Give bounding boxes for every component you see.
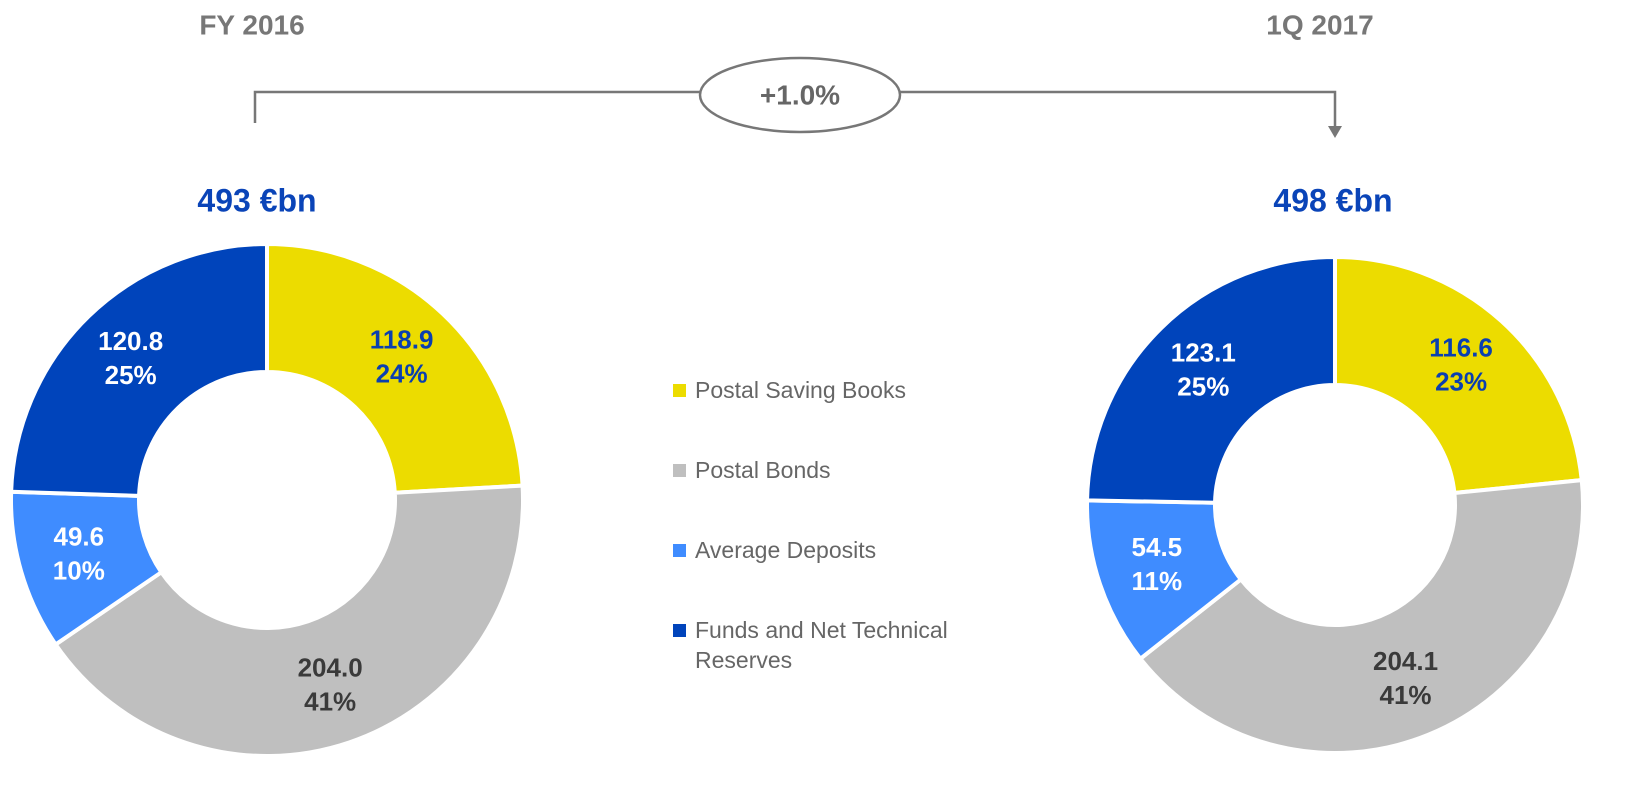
legend-swatch: [673, 624, 686, 637]
value-label: 204.0: [298, 652, 363, 682]
share-label: 24%: [376, 358, 428, 388]
wedge: [9, 241, 269, 498]
wedge: [52, 483, 525, 758]
share-label: 41%: [304, 686, 356, 716]
legend-label: Postal Bonds: [695, 457, 831, 483]
legend-swatch: [673, 384, 686, 397]
value-label: 49.6: [54, 522, 105, 552]
share-label: 10%: [53, 556, 105, 586]
wedge: [1333, 254, 1584, 496]
value-label: 118.9: [370, 324, 434, 354]
share-label: 23%: [1435, 366, 1487, 396]
chart-title: 1Q 2017: [1266, 9, 1373, 40]
chart-subtitle: 493 €bn: [197, 182, 316, 218]
share-label: 25%: [105, 360, 157, 390]
annotation-ellipse: [698, 56, 902, 134]
annotation: +1.0%: [760, 79, 840, 110]
share-label: 11%: [1132, 566, 1183, 596]
wedge: [1085, 254, 1337, 505]
bracket: [253, 90, 700, 123]
chart-subtitle: 498 €bn: [1273, 182, 1392, 218]
bracket: [900, 90, 1337, 128]
legend-label: Funds and Net Technical Reserves: [695, 617, 948, 673]
legend-label: Average Deposits: [695, 537, 877, 563]
wedge: [265, 241, 525, 495]
legend-label: Postal Saving Books: [695, 377, 906, 403]
arrow-head: [1328, 126, 1342, 138]
share-label: 41%: [1380, 680, 1432, 710]
wedge: [1137, 477, 1585, 755]
value-label: 54.5: [1132, 532, 1183, 562]
legend-item: Average Deposits: [673, 535, 1013, 615]
value-label: 120.8: [98, 326, 163, 356]
legend-item: Funds and Net Technical Reserves: [673, 615, 1013, 695]
chart-title: FY 2016: [199, 9, 304, 40]
value-label: 123.1: [1171, 338, 1236, 368]
legend-item: Postal Bonds: [673, 455, 1013, 535]
legend: Postal Saving Books Postal Bonds Average D…: [673, 375, 1013, 695]
legend-swatch: [673, 464, 686, 477]
value-label: 116.6: [1429, 332, 1493, 362]
legend-swatch: [673, 544, 686, 557]
value-label: 204.1: [1373, 646, 1438, 676]
share-label: 25%: [1177, 372, 1229, 402]
legend-item: Postal Saving Books: [673, 375, 1013, 455]
